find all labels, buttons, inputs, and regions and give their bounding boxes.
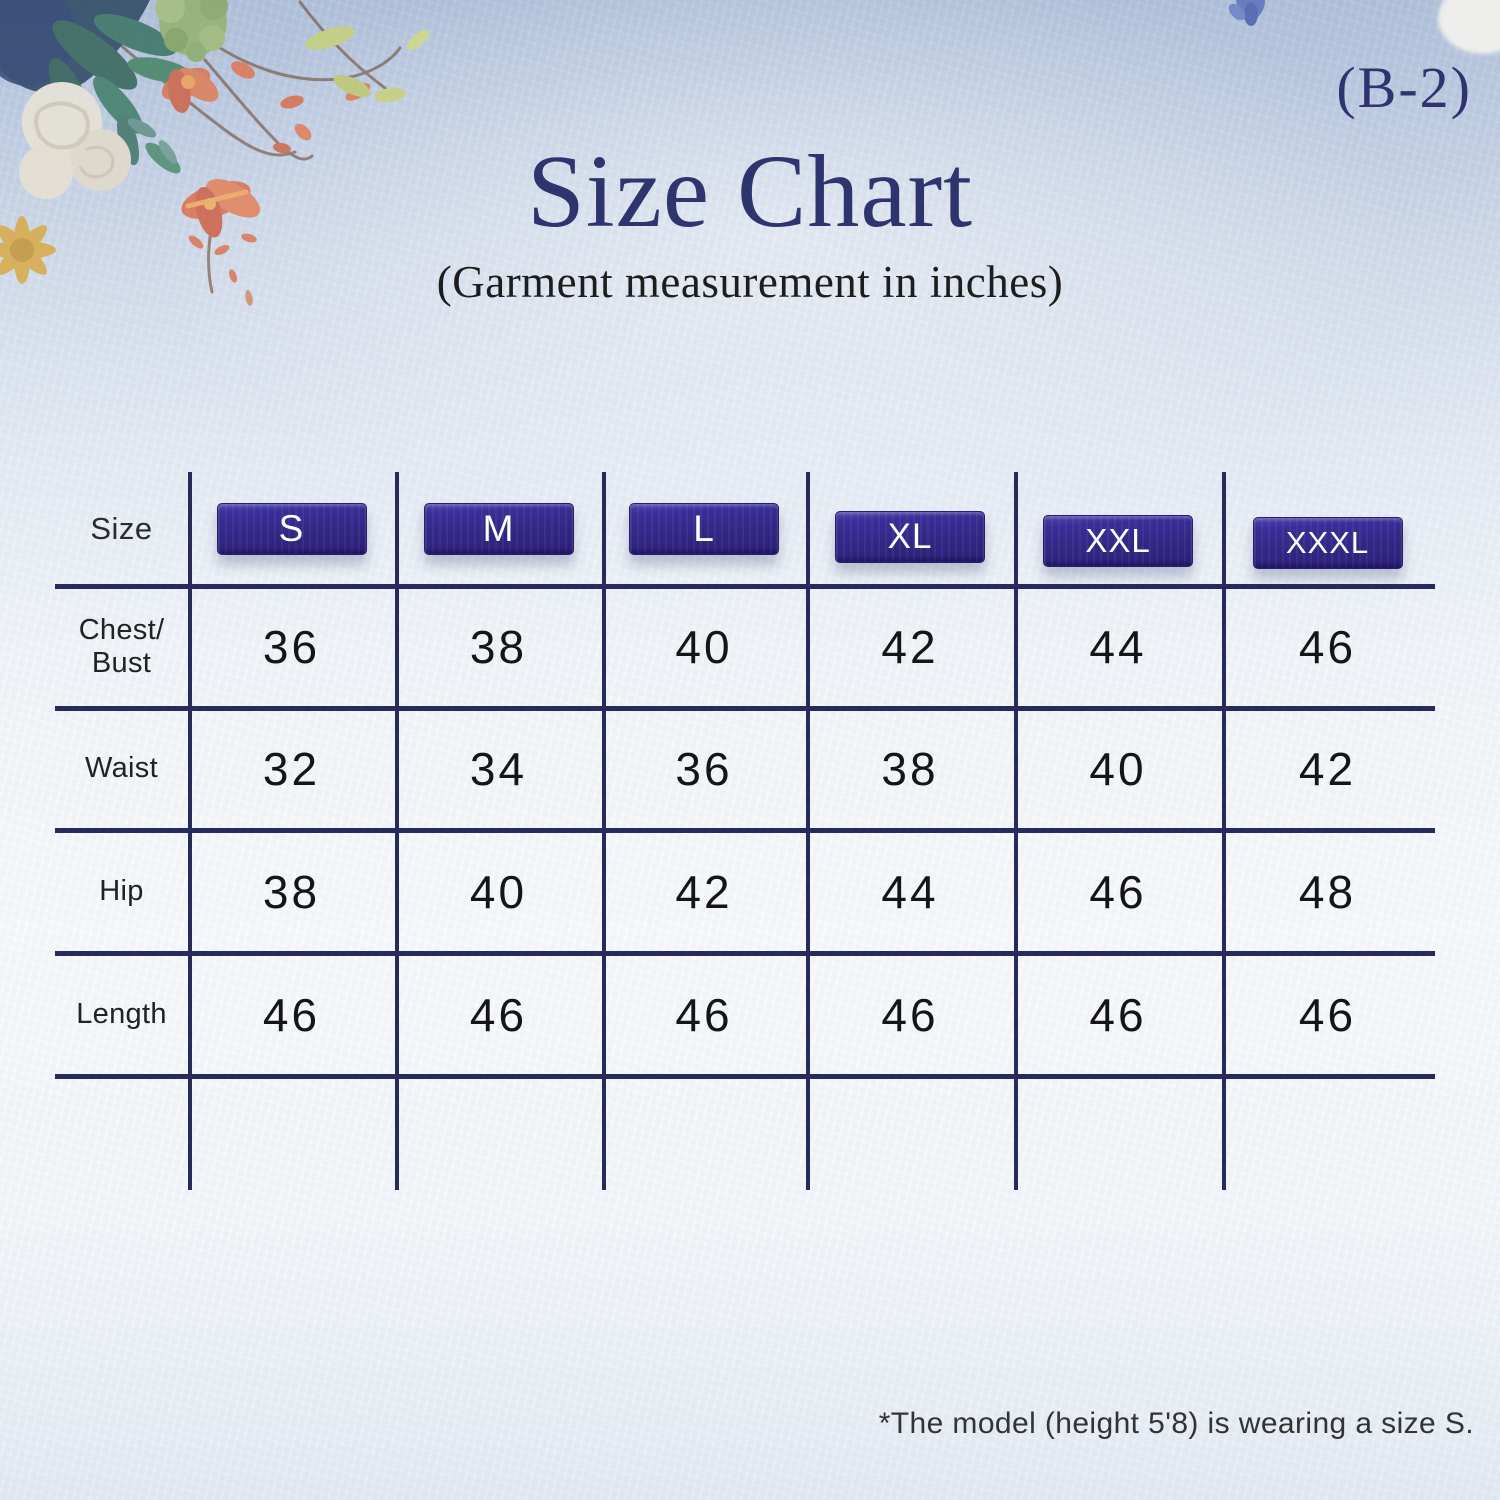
value-cell: 36 [188, 586, 395, 708]
chest-value-s: 36 [262, 621, 321, 673]
hip-value-xl: 44 [881, 865, 939, 918]
value-cell: 46 [1222, 953, 1433, 1076]
hip-value-xxxl: 48 [1298, 865, 1357, 918]
row-label-line: Chest/ [78, 613, 165, 646]
chest-value-xl: 42 [881, 621, 939, 673]
value-cell: 42 [806, 586, 1014, 708]
value-cell: 44 [1014, 586, 1222, 708]
waist-value-xxl: 40 [1089, 743, 1147, 795]
value-cell: 46 [188, 953, 395, 1076]
value-cell: 48 [1222, 830, 1433, 953]
row-label-cell-length: Length [55, 953, 188, 1076]
size-tag-m: M [423, 503, 574, 555]
waist-value-s: 32 [262, 743, 321, 795]
size-tag-xxl-label: XXL [1085, 522, 1151, 559]
size-tag-cell: XXXL [1222, 472, 1433, 586]
size-tag-s: S [216, 503, 367, 555]
hip-value-l: 42 [675, 865, 733, 918]
value-cell: 46 [1222, 586, 1433, 708]
size-header-cell: Size [55, 472, 188, 586]
yellow-green-sprigs [305, 26, 430, 103]
size-tag-l-label: L [693, 508, 715, 549]
value-cell: 40 [602, 586, 806, 708]
row-label-cell-waist: Waist [55, 708, 188, 830]
model-footnote: *The model (height 5'8) is wearing a siz… [878, 1407, 1474, 1440]
length-value-xl: 46 [881, 988, 939, 1041]
waist-value-l: 36 [675, 743, 733, 795]
value-cell: 46 [1014, 953, 1222, 1076]
row-label-line: Waist [85, 752, 158, 785]
value-cell: 40 [1014, 708, 1222, 830]
value-cell: 46 [602, 953, 806, 1076]
length-value-xxxl: 46 [1298, 988, 1357, 1041]
hip-value-m: 40 [469, 865, 528, 918]
table-grid-hline [55, 828, 1435, 833]
length-value-s: 46 [262, 988, 321, 1041]
size-tag-cell: XXL [1014, 472, 1222, 586]
style-code-label: (B-2) [1336, 55, 1472, 120]
size-header-label: Size [90, 511, 153, 546]
length-value-xxl: 46 [1089, 988, 1147, 1041]
chest-value-m: 38 [469, 621, 528, 673]
value-cell: 46 [395, 953, 602, 1076]
size-tag-xxl: XXL [1043, 515, 1193, 567]
size-tag-m-label: M [482, 508, 515, 549]
value-cell: 42 [1222, 708, 1433, 830]
length-value-l: 46 [675, 988, 733, 1041]
row-label-cell-chest: Chest/ Bust [55, 586, 188, 708]
size-tag-xxxl: XXXL [1252, 517, 1403, 569]
size-tag-l: L [629, 503, 779, 555]
value-cell: 40 [395, 830, 602, 953]
row-label-line: Length [76, 997, 167, 1030]
waist-value-xxxl: 42 [1298, 743, 1357, 795]
size-table: Size S M L XL XXL XXXL Chest/ Bust 36 38… [55, 472, 1433, 1076]
row-label-cell-hip: Hip [55, 830, 188, 953]
table-grid-hline [55, 1074, 1435, 1079]
size-tag-s-label: S [278, 508, 305, 549]
value-cell: 36 [602, 708, 806, 830]
hip-value-xxl: 46 [1089, 865, 1147, 918]
row-label-line: Bust [91, 647, 152, 679]
table-grid-hline [55, 706, 1435, 711]
hip-value-s: 38 [262, 865, 321, 918]
page-subtitle: (Garment measurement in inches) [436, 257, 1064, 307]
row-label-line: Hip [99, 874, 144, 907]
chest-value-xxl: 44 [1089, 621, 1147, 673]
size-tag-cell: M [395, 472, 602, 586]
size-tag-cell: XL [806, 472, 1014, 586]
value-cell: 38 [188, 830, 395, 953]
chest-value-l: 40 [675, 621, 733, 673]
value-cell: 46 [806, 953, 1014, 1076]
value-cell: 34 [395, 708, 602, 830]
table-grid-hline [55, 951, 1435, 956]
waist-value-m: 34 [469, 743, 528, 795]
length-value-m: 46 [469, 988, 528, 1041]
page-title: Size Chart [526, 134, 974, 249]
table-grid-hline [55, 584, 1435, 589]
value-cell: 38 [395, 586, 602, 708]
value-cell: 38 [806, 708, 1014, 830]
size-tag-xxxl-label: XXXL [1285, 525, 1370, 560]
size-tag-cell: L [602, 472, 806, 586]
size-tag-xl-label: XL [887, 517, 933, 556]
green-pompom-flower [155, 0, 228, 62]
value-cell: 46 [1014, 830, 1222, 953]
size-tag-xl: XL [835, 511, 985, 563]
chest-value-xxxl: 46 [1298, 621, 1357, 673]
value-cell: 32 [188, 708, 395, 830]
value-cell: 44 [806, 830, 1014, 953]
waist-value-xl: 38 [881, 743, 939, 795]
white-flower-fragment [1438, 0, 1500, 54]
blue-flower-icon [1228, 0, 1265, 26]
size-tag-cell: S [188, 472, 395, 586]
value-cell: 42 [602, 830, 806, 953]
